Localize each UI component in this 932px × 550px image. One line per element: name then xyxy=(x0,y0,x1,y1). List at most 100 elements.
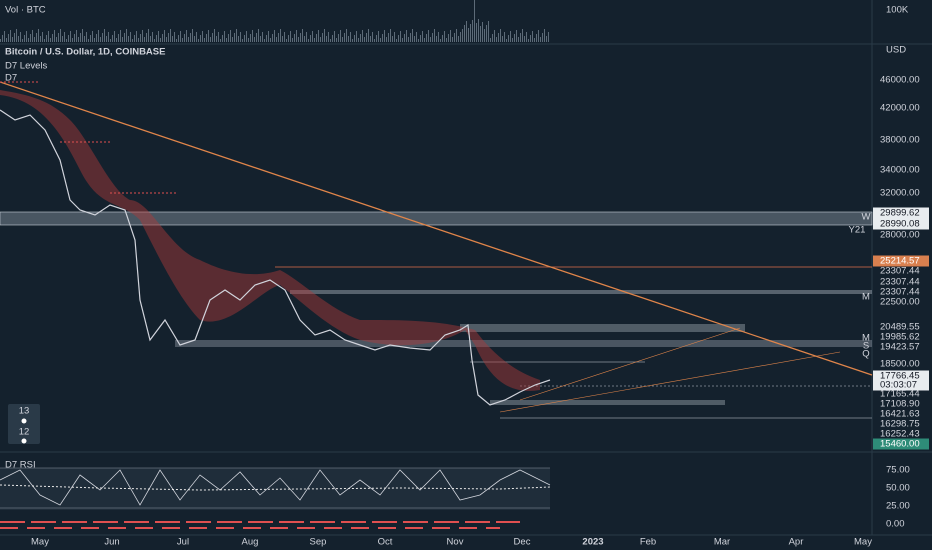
volume-bar xyxy=(184,34,185,42)
volume-bar xyxy=(36,33,37,42)
cloud xyxy=(0,90,540,391)
volume-bar xyxy=(22,39,23,42)
label: 28990.08 xyxy=(880,219,920,230)
volume-bar xyxy=(100,37,101,42)
label: Vol · BTC xyxy=(5,5,46,16)
volume-bar xyxy=(426,34,427,42)
volume-bar xyxy=(128,36,129,42)
label: 18500.00 xyxy=(880,359,920,370)
volume-bar xyxy=(118,34,119,42)
volume-bar xyxy=(162,34,163,42)
label: 75.00 xyxy=(886,465,910,476)
volume-bar xyxy=(396,39,397,42)
label: Apr xyxy=(789,537,804,548)
volume-bar xyxy=(216,36,217,42)
volume-bar xyxy=(328,32,329,42)
volume-bar xyxy=(346,29,347,42)
volume-bar xyxy=(212,33,213,42)
level-zone xyxy=(0,211,873,226)
volume-bar xyxy=(270,38,271,42)
volume-bar xyxy=(160,38,161,42)
volume-bar xyxy=(414,36,415,42)
volume-bar xyxy=(104,29,105,42)
volume-bar xyxy=(14,33,15,42)
label: Dec xyxy=(514,537,531,548)
volume-bar xyxy=(496,37,497,42)
label: Feb xyxy=(640,537,656,548)
volume-bar xyxy=(378,31,379,42)
label: 25214.57 xyxy=(880,256,920,267)
volume-bar xyxy=(476,23,477,42)
volume-bar xyxy=(232,37,233,42)
trend-line xyxy=(519,327,741,401)
volume-bar xyxy=(452,37,453,42)
volume-bar xyxy=(430,37,431,42)
volume-bar xyxy=(462,29,463,42)
price-tag xyxy=(873,218,929,230)
label: 16252.43 xyxy=(880,429,920,440)
rsi-signal xyxy=(0,484,551,491)
volume-bar xyxy=(348,36,349,42)
volume-bar xyxy=(12,37,13,42)
price-tag xyxy=(873,255,929,267)
volume-bar xyxy=(136,31,137,42)
volume-bar xyxy=(304,36,305,42)
volume-bar xyxy=(196,32,197,42)
volume-bar xyxy=(298,37,299,42)
volume-bar xyxy=(502,36,503,42)
label: Sep xyxy=(310,537,327,548)
level-zone xyxy=(175,340,872,347)
volume-bar xyxy=(234,33,235,42)
volume-bar xyxy=(384,30,385,42)
volume-bar xyxy=(366,33,367,42)
volume-bar xyxy=(280,29,281,42)
volume-bar xyxy=(310,35,311,42)
volume-bar xyxy=(74,34,75,42)
volume-bar xyxy=(322,33,323,42)
volume-bar xyxy=(404,34,405,42)
volume-bar xyxy=(262,32,263,42)
volume-bar xyxy=(236,29,237,42)
volume-bar xyxy=(0,39,1,42)
label: 16421.63 xyxy=(880,409,920,420)
volume-bar xyxy=(412,29,413,42)
volume-bar xyxy=(266,35,267,42)
label: 2023 xyxy=(582,537,603,548)
label: 19423.57 xyxy=(880,342,920,353)
label: 12 xyxy=(19,427,30,438)
volume-bar xyxy=(10,30,11,42)
label: 17766.45 xyxy=(880,371,920,382)
volume-bar xyxy=(512,38,513,42)
volume-bar xyxy=(180,31,181,42)
volume-bar xyxy=(256,33,257,42)
volume-bar xyxy=(408,37,409,42)
volume-bar xyxy=(394,32,395,42)
volume-bar xyxy=(382,34,383,42)
volume-bar xyxy=(204,38,205,42)
volume-bar xyxy=(372,32,373,42)
volume-bar xyxy=(390,29,391,42)
volume-bar xyxy=(254,37,255,42)
volume-bar xyxy=(226,38,227,42)
volume-bar xyxy=(166,37,167,42)
volume-bar xyxy=(374,39,375,42)
volume-bar xyxy=(260,36,261,42)
volume-bar xyxy=(312,31,313,42)
label: Jul xyxy=(177,537,189,548)
volume-bar xyxy=(528,39,529,42)
label: 23307.44 xyxy=(880,266,920,277)
volume-bar xyxy=(210,37,211,42)
volume-bar xyxy=(224,31,225,42)
volume-bar xyxy=(364,37,365,42)
label: Nov xyxy=(447,537,464,548)
volume-bar xyxy=(158,31,159,42)
rsi-band xyxy=(0,468,550,510)
volume-bar xyxy=(40,36,41,42)
price-line xyxy=(0,109,551,406)
volume-bar xyxy=(252,30,253,42)
label: M xyxy=(862,292,870,303)
volume-bar xyxy=(46,35,47,42)
volume-bar xyxy=(434,29,435,42)
label: 29899.62 xyxy=(880,208,920,219)
volume-bar xyxy=(504,32,505,42)
